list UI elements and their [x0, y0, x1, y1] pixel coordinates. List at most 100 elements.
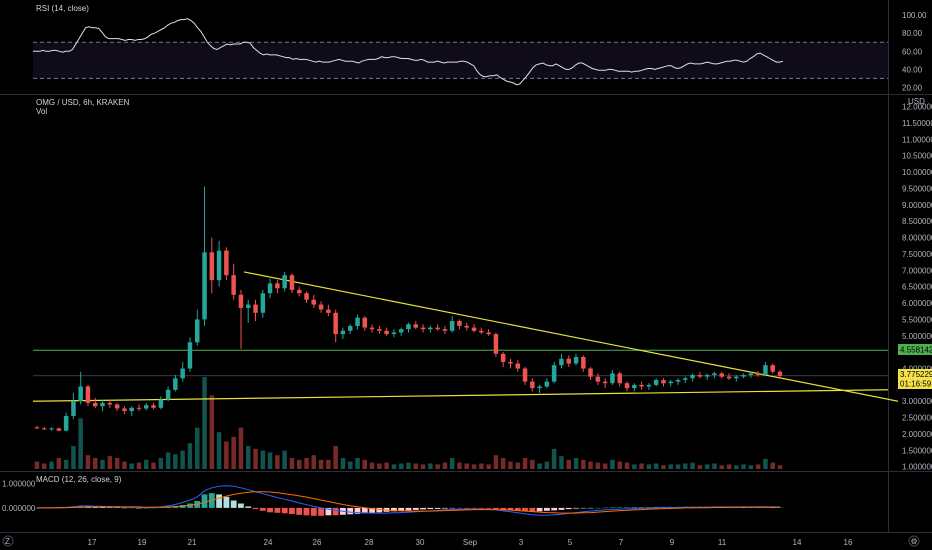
macd-histogram-bar: [398, 507, 405, 511]
volume-bar: [551, 448, 557, 469]
macd-histogram-bar: [624, 507, 630, 508]
volume-bar: [479, 463, 484, 469]
candle-body: [617, 373, 622, 384]
macd-histogram-bar: [201, 494, 208, 508]
settings-icon[interactable]: [908, 535, 920, 547]
time-axis-label: 7: [619, 538, 624, 547]
candle-body: [675, 380, 681, 382]
macd-histogram-bar: [507, 507, 514, 511]
volume-bar: [653, 463, 659, 469]
macd-histogram-bar: [434, 507, 441, 509]
volume-bar: [449, 458, 455, 469]
time-axis-label: 17: [88, 538, 97, 547]
rsi-axis-tick: 40.00: [902, 65, 923, 74]
candle-body: [493, 334, 499, 354]
volume-bar: [122, 461, 127, 469]
candle-body: [653, 380, 659, 385]
candle-body: [114, 404, 120, 409]
volume-bar: [63, 459, 69, 469]
candle-body: [683, 378, 688, 380]
volume-bar: [136, 462, 142, 469]
time-axis-label: 19: [138, 538, 147, 547]
candle-body: [442, 329, 448, 331]
macd-histogram-bar: [420, 507, 426, 510]
candle-body: [209, 252, 215, 281]
macd-histogram-bar: [99, 506, 106, 508]
macd-histogram-bar: [325, 507, 332, 516]
rsi-line: [33, 18, 784, 86]
price-axis-tick: 5.000000: [902, 332, 932, 341]
price-axis-tick: 7.000000: [902, 266, 932, 275]
volume-bar: [304, 458, 309, 469]
candle-body: [85, 386, 91, 403]
volume-bar: [93, 458, 98, 469]
macd-histogram-bar: [150, 507, 157, 509]
timezone-icon-glyph: Z: [5, 537, 10, 546]
macd-axis-tick: 0.000000: [2, 504, 36, 513]
price-axis-tick: 6.500000: [902, 283, 932, 292]
price-axis-tick: 10.000000: [902, 168, 932, 177]
volume-bar: [500, 458, 506, 469]
macd-histogram-bar: [573, 507, 579, 509]
volume-bar: [224, 441, 229, 469]
macd-histogram-bar: [106, 507, 113, 508]
candle-body: [238, 294, 244, 308]
volume-bar: [581, 459, 586, 469]
candlesticks: [34, 186, 783, 432]
macd-histogram-bar: [230, 500, 237, 508]
volume-bar: [515, 462, 520, 469]
candle-body: [362, 317, 367, 328]
volume-bar: [297, 459, 302, 469]
volume-label: Vol: [36, 107, 47, 116]
price-axis-tick: 8.000000: [902, 234, 932, 243]
macd-histogram-bar: [216, 494, 222, 508]
descending-trendline: [243, 271, 899, 402]
volume-bar: [734, 465, 739, 469]
candle-body: [690, 375, 695, 379]
volume-bar: [362, 459, 367, 469]
candle-body: [34, 427, 40, 429]
price-axis-tick: 8.500000: [902, 217, 932, 226]
candle-body: [544, 381, 550, 387]
countdown-tag: 01:16:59: [900, 380, 932, 389]
volume-bar: [406, 462, 411, 469]
timezone-icon[interactable]: [2, 535, 14, 547]
volume-bar: [770, 462, 775, 469]
candle-body: [333, 312, 338, 335]
volume-bar: [537, 463, 542, 469]
volume-bar: [158, 458, 164, 469]
macd-histogram-bar: [522, 507, 528, 512]
candle-body: [355, 317, 360, 326]
macd-histogram-bar: [121, 507, 128, 509]
macd-histogram-bar: [223, 496, 230, 508]
time-axis-label: 11: [718, 538, 727, 547]
price-axis-tick: 2.500000: [902, 414, 932, 423]
volume-bar: [107, 456, 113, 469]
level-tag-bg: [898, 344, 932, 355]
volume-bar: [333, 446, 338, 469]
candle-body: [377, 329, 382, 331]
macd-histogram-bar: [376, 507, 383, 513]
candle-body: [216, 250, 222, 281]
volume-bar: [442, 462, 448, 469]
price-axis-tick: 9.000000: [902, 201, 932, 210]
candle-body: [246, 304, 251, 308]
candle-body: [741, 375, 746, 377]
candle-body: [668, 381, 673, 384]
volume-bar: [180, 450, 185, 469]
macd-histogram-bar: [427, 507, 434, 510]
volume-bar: [100, 459, 105, 469]
macd-histogram-bar: [609, 507, 616, 508]
volume-bar: [704, 464, 710, 469]
candle-body: [180, 368, 185, 379]
candle-body: [42, 428, 47, 430]
volume-bar: [690, 462, 695, 469]
macd-histogram-bar: [405, 507, 412, 511]
volume-bar: [195, 427, 200, 469]
macd-histogram-bar: [259, 507, 266, 511]
macd-histogram-bar: [347, 507, 354, 515]
volume-bar: [602, 463, 608, 469]
volume-bar: [508, 461, 513, 469]
candle-body: [551, 365, 557, 382]
